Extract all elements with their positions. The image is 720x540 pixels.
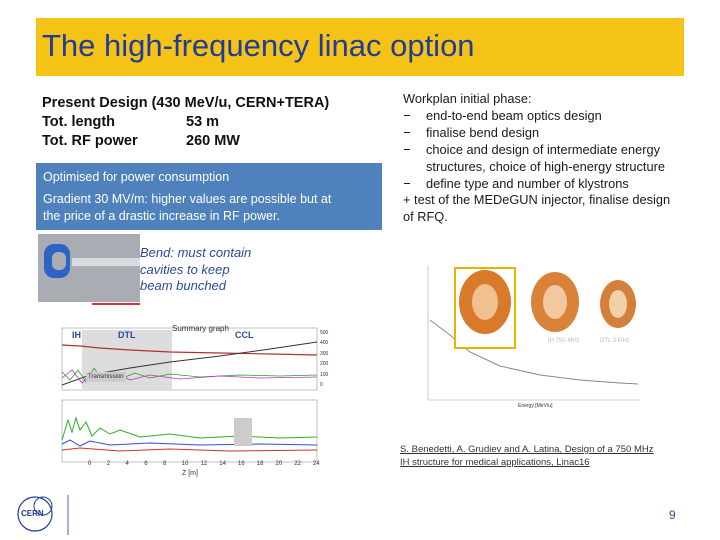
energy-tick-label: 200 [320,361,329,368]
x-tick-label: 2 [106,461,111,467]
bullet-dash [404,183,410,184]
note: Gradient 30 MV/m: higher values are poss… [43,192,332,206]
bullet-dash [404,149,410,150]
workplan-item: finalise bend design [426,125,540,140]
x-tick-label: 24 [313,461,320,467]
transmission-box [86,372,126,382]
x-tick-label: 4 [125,461,129,467]
design-label: Tot. length [42,114,116,130]
phase-curve [61,447,318,452]
cavity-label: DTL 3 GHz [600,338,630,344]
energy-tick-label: 500 [320,330,329,336]
slide-title: The high-frequency linac option [42,28,475,63]
workplan-footer: of RFQ. [403,209,448,224]
workplan-item: structures, choice of high-energy struct… [426,159,665,174]
x-tick-label: 16 [238,461,245,467]
design-box [36,90,382,156]
workplan-item: end-to-end beam optics design [426,108,602,123]
transmission-label: Transmission [88,374,124,380]
legend-box [234,418,252,446]
design-value: 260 MW [186,133,240,149]
energy-curve [61,344,318,356]
citation: S. Benedetti, A. Grudiev and A. Latina, … [400,444,654,455]
cavity-image [609,290,627,318]
logo-ring [17,496,53,532]
section-label: CCL [235,330,254,340]
workplan-item: choice and design of intermediate energy [426,142,661,157]
design-value: 53 m [186,114,220,130]
note: the price of a drastic increase in RF po… [43,209,280,223]
bullet-dash [404,115,410,116]
cavity-label: IH 750 MHz [548,338,580,344]
logo-text: CERN [21,509,44,518]
x-tick-label: 0 [88,461,92,467]
x-tick-label: 10 [181,461,189,467]
cavity-image [472,284,498,320]
workplan-heading: Workplan initial phase: [403,91,532,106]
citation: IH structure for medical applications, L… [400,457,590,468]
workplan-footer: + test of the MEDeGUN injector, finalise… [403,192,671,207]
x-tick-label: 6 [144,461,148,467]
bend-caption: Bend: must contain [140,245,252,260]
x-tick-label: 12 [200,461,208,467]
notes-box [36,163,382,230]
energy-tick-label: 0 [320,382,323,388]
bend-caption: beam bunched [140,278,227,293]
energy-tick-label: 400 [320,340,329,347]
design-heading: Present Design (430 MeV/u, CERN+TERA) [42,95,330,111]
x-tick-label: 8 [163,461,167,467]
cavity-figure [415,260,640,410]
graph-title: Summary graph [172,324,229,333]
cavity-image [543,285,567,319]
section-label: DTL [118,330,136,340]
x-tick-label: 14 [219,461,226,467]
cavity-curve [429,319,639,385]
design-label: Tot. RF power [42,133,138,149]
bend-caption: cavities to keep [140,261,230,277]
cavity-x-label: Energy [MeV/u] [518,403,553,409]
x-tick-label: 20 [275,461,283,467]
bullet-dash [404,132,410,133]
x-tick-label: 18 [256,461,264,467]
bend-magnet-gap [52,252,66,270]
bend-pipe [72,258,140,266]
note: Optimised for power consumption [43,170,230,184]
page-number: 9 [669,508,676,522]
energy-tick-label: 100 [320,371,329,378]
workplan-item: define type and number of klystrons [426,176,629,191]
x-label: Z [m] [182,470,198,477]
title-bar [36,18,684,76]
beam-plot-bottom [61,399,318,463]
section-label: IH [72,330,81,340]
cavity-label: IH 750 MHz [480,338,512,344]
energy-tick-label: 300 [320,350,329,357]
phase-curve [61,416,318,441]
logo-ring [33,496,53,516]
x-tick-label: 22 [294,461,301,467]
